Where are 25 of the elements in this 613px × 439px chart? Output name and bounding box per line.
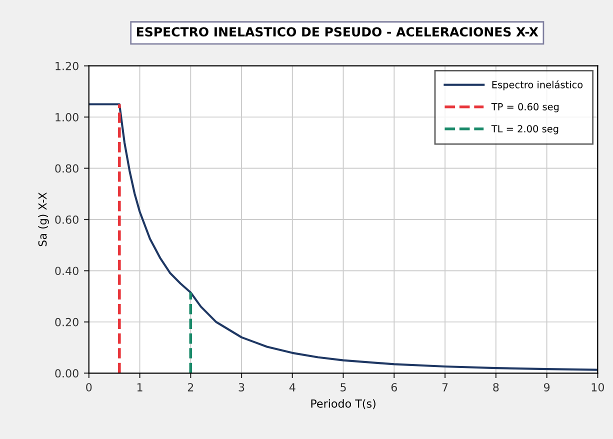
y-tick-label: 0.40 — [55, 266, 78, 276]
y-tick-label: 0.00 — [55, 369, 78, 378]
y-tick-label: 0.60 — [55, 215, 78, 224]
legend-label: Espectro inelástico — [492, 80, 583, 90]
legend-label: TL = 2.00 seg — [491, 125, 558, 134]
y-tick-label: 0.20 — [55, 318, 78, 326]
legend-label: TP = 0.60 seg — [491, 103, 559, 112]
x-tick-label: 10 — [592, 383, 604, 392]
x-tick-label: 2 — [188, 383, 194, 392]
x-tick-label: 0 — [86, 383, 92, 392]
y-axis-title: Sa (g) X-X — [38, 192, 49, 246]
x-tick-label: 1 — [137, 383, 142, 392]
x-tick-label: 5 — [340, 383, 346, 392]
y-tick-label: 0.80 — [55, 164, 78, 173]
x-tick-label: 4 — [289, 383, 296, 392]
x-tick-label: 8 — [493, 383, 499, 392]
y-tick-label: 1.00 — [56, 113, 78, 122]
x-tick-label: 3 — [238, 383, 244, 392]
x-tick-label: 6 — [391, 383, 397, 392]
y-tick-label: 1.20 — [56, 62, 78, 70]
line-series — [88, 103, 598, 371]
x-axis-title: Periodo T(s) — [311, 399, 376, 410]
x-tick-label: 9 — [544, 383, 550, 392]
x-tick-label: 7 — [442, 383, 448, 392]
chart-title: ESPECTRO INELASTICO DE PSEUDO - ACELERACIONES X-X — [136, 27, 538, 37]
